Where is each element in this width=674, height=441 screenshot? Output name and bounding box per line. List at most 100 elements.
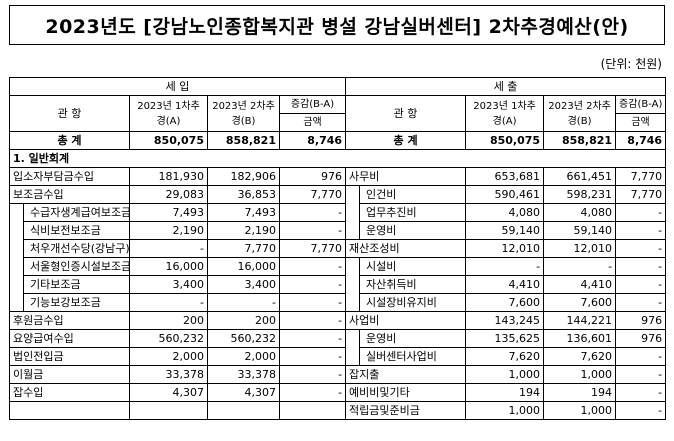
income-value-b: 7,770 bbox=[207, 239, 280, 258]
expense-item-label: 자산취득비 bbox=[359, 275, 467, 294]
section-row: 1. 일반회계 bbox=[8, 149, 667, 168]
budget-table: 세 입 세 출 관 항 2023년 1차추경(A) 2023년 2차추경(B) … bbox=[8, 77, 667, 420]
income-value-a: 33,378 bbox=[129, 365, 208, 384]
income-value-a: - bbox=[129, 239, 208, 258]
expense-value-b: 194 bbox=[543, 383, 617, 402]
income-value-diff: 7,770 bbox=[278, 239, 347, 258]
expense-item-label: 예비비및기타 bbox=[345, 383, 467, 402]
income-total-a: 850,075 bbox=[129, 131, 208, 150]
table-row: 서울형인증시설보조금 16,000 16,000- 시설비 - - - bbox=[9, 257, 667, 276]
expense-value-diff: 976 bbox=[615, 329, 667, 348]
expense-value-diff: 976 bbox=[615, 311, 667, 330]
table-row: 기능보강보조금 - - - 시설장비유지비 7,600 7,600- bbox=[9, 293, 667, 312]
income-value-b: 2,190 bbox=[207, 221, 280, 240]
income-item-label: 이월금 bbox=[9, 365, 130, 384]
income-value-a: - bbox=[129, 293, 208, 312]
income-value-a: 16,000 bbox=[129, 257, 208, 276]
unit-label: (단위: 천원) bbox=[600, 57, 662, 71]
expense-value-b: 4,410 bbox=[543, 275, 617, 294]
expense-col-a-header: 2023년 1차추경(A) bbox=[465, 95, 545, 132]
expense-value-a: 4,410 bbox=[465, 275, 545, 294]
expense-value-a: 12,010 bbox=[465, 239, 545, 258]
header-row-1: 세 입 세 출 bbox=[8, 77, 667, 96]
expense-value-a: 4,080 bbox=[465, 203, 545, 222]
income-value-diff bbox=[278, 401, 347, 420]
expense-value-diff: - bbox=[615, 239, 667, 258]
income-value-b: 560,232 bbox=[207, 329, 280, 348]
income-value-b: 2,000 bbox=[207, 347, 280, 366]
expense-value-diff: - bbox=[615, 275, 667, 294]
indent-cell bbox=[345, 203, 360, 222]
income-item-label: 서울형인증시설보조금 bbox=[23, 257, 130, 276]
expense-value-b: 661,451 bbox=[543, 167, 617, 186]
income-item-label: 법인전입금 bbox=[9, 347, 130, 366]
income-value-b bbox=[207, 401, 280, 420]
income-value-diff: - bbox=[278, 257, 347, 276]
income-item-label bbox=[9, 401, 130, 420]
expense-value-b: 7,600 bbox=[543, 293, 617, 312]
income-value-a: 4,307 bbox=[129, 383, 208, 402]
income-item-label: 입소자부담금수입 bbox=[9, 167, 130, 186]
table-row: 법인전입금 2,000 2,000- 실버센터사업비 7,620 7,620- bbox=[9, 347, 667, 366]
table-row: 기타보조금 3,400 3,400- 자산취득비 4,410 4,410- bbox=[9, 275, 667, 294]
income-col-a-header: 2023년 1차추경(A) bbox=[129, 95, 208, 132]
income-value-diff: - bbox=[278, 293, 347, 312]
header-row-3: 금액 금액 bbox=[10, 113, 667, 132]
expense-value-diff: - bbox=[615, 401, 667, 420]
expense-item-label: 업무추진비 bbox=[359, 203, 467, 222]
income-value-b: 4,307 bbox=[207, 383, 280, 402]
expense-value-b: 12,010 bbox=[543, 239, 617, 258]
budget-rows: 입소자부담금수입 181,930 182,906 976 사무비 653,681 661,4… bbox=[9, 167, 667, 420]
income-value-b: 33,378 bbox=[207, 365, 280, 384]
expense-value-b: 1,000 bbox=[543, 365, 617, 384]
expense-value-a: 135,625 bbox=[465, 329, 545, 348]
table-row: 이월금 33,378 33,378- 잡지출 1,000 1,000- bbox=[9, 365, 667, 384]
expense-value-a: 590,461 bbox=[465, 185, 545, 204]
indent-cell bbox=[345, 293, 360, 312]
income-value-b: 36,853 bbox=[207, 185, 280, 204]
income-value-a: 3,400 bbox=[129, 275, 208, 294]
expense-value-b: 144,221 bbox=[543, 311, 617, 330]
expense-item-label: 사무비 bbox=[345, 167, 467, 186]
expense-item-label: 운영비 bbox=[359, 221, 467, 240]
income-value-diff: - bbox=[278, 203, 347, 222]
income-total-diff: 8,746 bbox=[278, 131, 347, 150]
expense-value-a: 1,000 bbox=[465, 401, 545, 420]
page-title: 2023년도 [강남노인종합복지관 병설 강남실버센터] 2차추경예산(안) bbox=[9, 5, 665, 45]
expense-value-a: 194 bbox=[465, 383, 545, 402]
income-value-a: 29,083 bbox=[129, 185, 208, 204]
expense-diff-header: 증감(B-A) bbox=[615, 95, 667, 114]
expense-value-a: 7,600 bbox=[465, 293, 545, 312]
expense-item-label: 시설장비유지비 bbox=[359, 293, 467, 312]
indent-cell bbox=[9, 203, 24, 222]
income-item-label: 수급자생계급여보조금 bbox=[23, 203, 130, 222]
income-item-label: 요양급여수입 bbox=[9, 329, 130, 348]
income-item-label: 기능보강보조금 bbox=[23, 293, 130, 312]
expense-gwanhang-header: 관 항 bbox=[345, 95, 467, 132]
indent-cell bbox=[9, 275, 24, 294]
indent-cell bbox=[345, 221, 360, 240]
table-row: 요양급여수입 560,232 560,232- 운영비 135,625 136,601 97… bbox=[9, 329, 667, 348]
expense-item-label: 시설비 bbox=[359, 257, 467, 276]
income-value-diff: - bbox=[278, 365, 347, 384]
income-value-a bbox=[129, 401, 208, 420]
expense-total-label: 총 계 bbox=[345, 131, 467, 150]
income-value-diff: - bbox=[278, 329, 347, 348]
expense-value-diff: 7,770 bbox=[615, 167, 667, 186]
income-diff-header: 증감(B-A) bbox=[278, 95, 347, 114]
income-value-a: 200 bbox=[129, 311, 208, 330]
income-value-a: 181,930 bbox=[129, 167, 208, 186]
indent-cell bbox=[345, 257, 360, 276]
income-value-diff: - bbox=[278, 221, 347, 240]
income-value-a: 7,493 bbox=[129, 203, 208, 222]
table-row: 적립금및준비금 1,000 1,000- bbox=[9, 401, 667, 420]
table-row: 수급자생계급여보조금 7,493 7,493- 업무추진비 4,080 4,080- bbox=[9, 203, 667, 222]
expense-value-a: 653,681 bbox=[465, 167, 545, 186]
expense-total-b: 858,821 bbox=[543, 131, 617, 150]
income-item-label: 후원금수입 bbox=[9, 311, 130, 330]
table-row: 보조금수입 29,083 36,853 7,770 인건비 590,461 598,231 7… bbox=[9, 185, 667, 204]
income-value-b: 3,400 bbox=[207, 275, 280, 294]
expense-item-label: 사업비 bbox=[345, 311, 467, 330]
expense-value-diff: - bbox=[615, 365, 667, 384]
income-value-a: 560,232 bbox=[129, 329, 208, 348]
